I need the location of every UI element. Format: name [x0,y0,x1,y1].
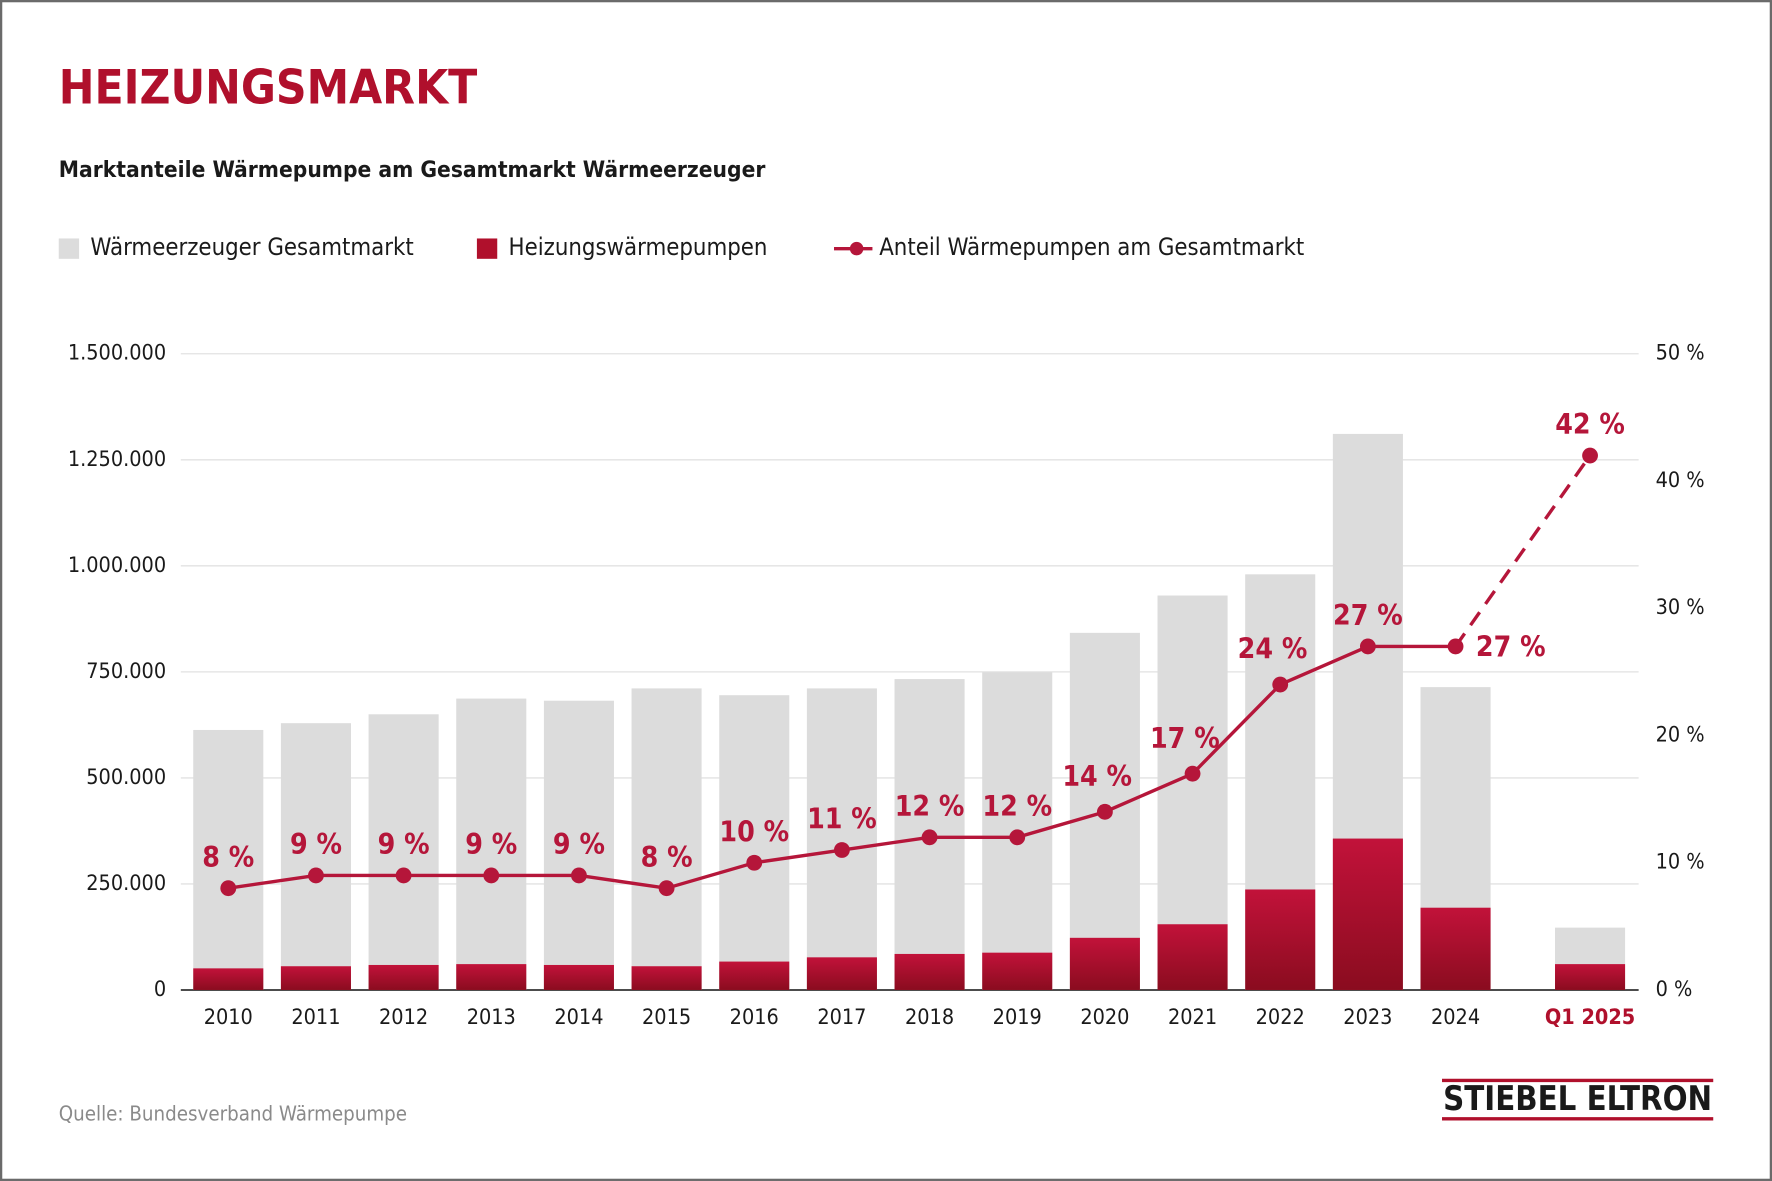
y2-tick-label: 50 % [1656,341,1705,366]
bar [193,968,264,990]
bar [1157,924,1228,990]
x-tick-label: 2020 [1080,1005,1129,1030]
bar [456,964,527,990]
data-label: 11 % [807,803,877,836]
legend-label: Heizungswärmepumpen [509,233,768,261]
bar [719,961,790,990]
point [1184,765,1201,782]
data-label: 12 % [895,790,965,823]
bar [368,964,439,990]
x-tick-label: 2019 [993,1005,1042,1030]
x-tick-label: 2016 [730,1005,779,1030]
data-label: 9 % [465,828,517,861]
point [395,867,412,884]
bar [894,953,965,990]
point [921,829,938,846]
data-label: 17 % [1150,722,1220,755]
chart-title: HEIZUNGSMARKT [59,60,478,115]
data-label: 27 % [1476,631,1546,664]
bar [1069,937,1140,990]
x-tick-label: 2011 [291,1005,340,1030]
legend-swatch [476,238,498,259]
point [220,880,237,897]
legend-label: Wärmeerzeuger Gesamtmarkt [90,233,413,261]
bar [1245,889,1316,990]
bar [982,952,1053,990]
x-tick-label: 2013 [467,1005,516,1030]
bar [1420,907,1491,990]
data-label: 10 % [719,815,789,848]
legend-swatch [849,241,864,256]
bar [280,966,351,990]
chart-subtitle: Marktanteile Wärmepumpe am Gesamtmarkt W… [59,157,766,183]
y-tick-label: 750.000 [86,659,166,684]
data-label: 14 % [1062,760,1132,793]
bar [368,714,439,990]
point [483,867,500,884]
data-label: 9 % [553,828,605,861]
point [1582,447,1598,464]
x-tick-label: 2015 [642,1005,691,1030]
x-tick-label: 2017 [817,1005,866,1030]
bar [280,723,351,990]
bar [543,700,614,990]
line-forecast [1454,454,1592,648]
point [834,842,850,858]
y-tick-label: 1.500.000 [68,341,166,366]
y-tick-label: 1.250.000 [68,447,166,472]
point [1009,829,1026,846]
y2-tick-label: 30 % [1656,595,1705,620]
bar [631,966,702,990]
y-tick-label: 250.000 [86,871,166,896]
y2-tick-label: 10 % [1656,850,1705,875]
point [1447,638,1464,655]
x-tick-label: 2022 [1256,1005,1305,1030]
data-label: 8 % [202,841,254,874]
data-label: 42 % [1555,408,1625,441]
y-tick-label: 0 [154,977,166,1002]
legend-swatch [58,238,80,259]
y-tick-label: 1.000.000 [68,553,166,578]
source: Quelle: Bundesverband Wärmepumpe [59,1101,407,1125]
x-tick-label: 2021 [1168,1005,1217,1030]
data-label: 27 % [1333,599,1403,632]
data-label: 8 % [641,841,693,874]
y2-tick-label: 0 % [1656,977,1693,1002]
point [746,854,763,871]
point [1359,638,1376,655]
point [1272,676,1289,693]
point [658,880,675,897]
x-tick-label: 2014 [554,1005,603,1030]
legend-label: Anteil Wärmepumpen am Gesamtmarkt [879,233,1304,261]
bar [1332,838,1403,990]
x-tick-label: Q1 2025 [1545,1005,1635,1030]
point [571,867,587,884]
data-label: 9 % [290,828,342,861]
x-tick-label: 2023 [1343,1005,1392,1030]
data-label: 12 % [982,790,1052,823]
bar [543,964,614,990]
x-tick-label: 2024 [1431,1005,1480,1030]
brand-logo: STIEBEL ELTRON [1443,1079,1712,1118]
y2-tick-label: 40 % [1656,468,1705,493]
point [308,867,324,884]
point [1096,803,1113,820]
x-tick-label: 2010 [204,1005,253,1030]
bar [193,729,264,990]
y-tick-label: 500.000 [86,765,166,790]
bar [719,695,790,990]
bar [806,957,877,990]
bar [806,688,877,990]
data-label: 24 % [1238,633,1308,666]
bar [631,688,702,990]
data-label: 9 % [378,828,430,861]
bar [1555,964,1626,990]
bar [456,698,527,990]
y2-tick-label: 20 % [1656,722,1705,747]
x-tick-label: 2012 [379,1005,428,1030]
x-tick-label: 2018 [905,1005,954,1030]
